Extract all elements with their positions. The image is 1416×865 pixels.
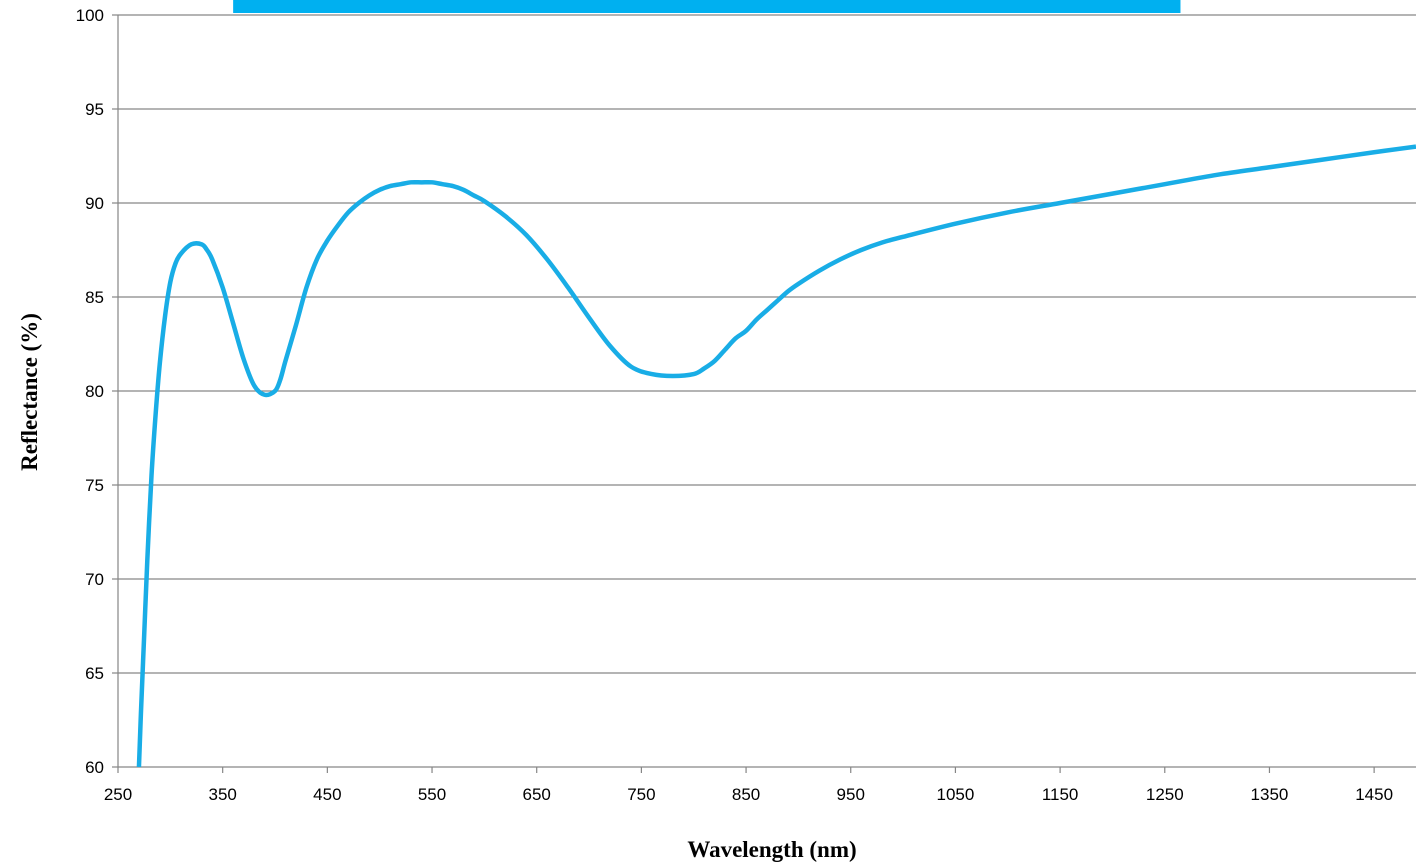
series-line-0: [136, 144, 1416, 768]
x-tick-label: 1250: [1146, 785, 1184, 804]
highlight-bar: [233, 0, 1181, 13]
x-tick-label: 850: [732, 785, 760, 804]
x-tick-label: 1050: [937, 785, 975, 804]
y-tick-label: 70: [85, 570, 104, 589]
x-tick-label: 450: [313, 785, 341, 804]
y-tick-label: 85: [85, 288, 104, 307]
x-tick-label: 550: [418, 785, 446, 804]
y-tick-label: 65: [85, 664, 104, 683]
x-tick-label: 1350: [1251, 785, 1289, 804]
x-tick-label: 750: [627, 785, 655, 804]
x-tick-label: 1450: [1355, 785, 1393, 804]
y-tick-label: 100: [76, 6, 104, 25]
y-axis-title: Reflectance (%): [17, 313, 42, 471]
x-axis-title: Wavelength (nm): [687, 837, 856, 862]
y-tick-label: 75: [85, 476, 104, 495]
x-tick-label: 250: [104, 785, 132, 804]
y-tick-label: 90: [85, 194, 104, 213]
y-tick-label: 60: [85, 758, 104, 777]
x-tick-label: 950: [837, 785, 865, 804]
y-tick-label: 80: [85, 382, 104, 401]
x-tick-label: 1150: [1042, 785, 1079, 804]
x-tick-label: 650: [523, 785, 551, 804]
x-tick-label: 350: [208, 785, 236, 804]
y-tick-label: 95: [85, 100, 104, 119]
